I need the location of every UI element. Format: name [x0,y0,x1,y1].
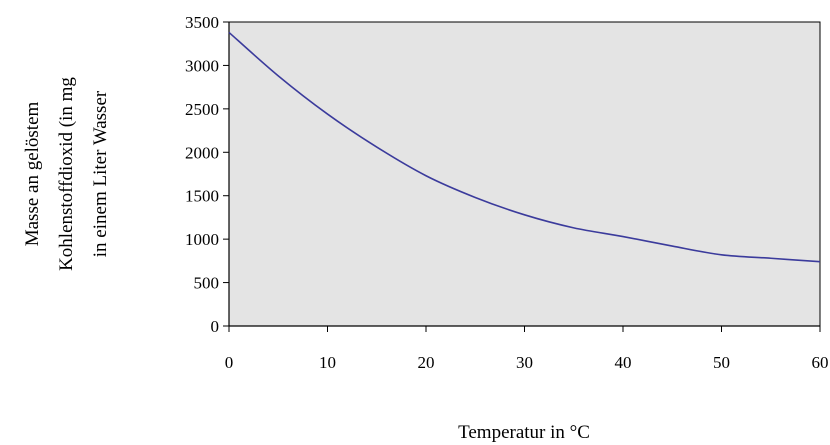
y-axis-title-line: in einem Liter Wasser [90,90,111,257]
y-axis-title-line: Kohlenstoffdioxid (in mg [56,77,77,271]
y-tick-label: 3000 [185,56,219,75]
x-tick-label: 60 [812,353,829,372]
series-line-co2 [228,31,821,263]
y-tick-label: 1000 [185,230,219,249]
x-axis-ticks: 0 10 20 30 40 50 60 [225,326,829,372]
y-axis-ticks: 0 500 1000 1500 2000 2500 3000 3500 [185,13,229,336]
y-tick-label: 500 [194,274,220,293]
y-tick-label: 2500 [185,100,219,119]
x-tick-label: 30 [516,353,533,372]
plot-area [228,21,821,327]
y-tick-label: 2000 [185,143,219,162]
x-tick-label: 20 [418,353,435,372]
y-axis-title: Masse an gelöstem Kohlenstoffdioxid (in m… [22,77,111,271]
x-tick-label: 40 [615,353,632,372]
x-axis-title: Temperatur in °C [458,422,590,443]
x-tick-label: 50 [713,353,730,372]
x-tick-label: 10 [319,353,336,372]
y-tick-label: 0 [211,317,220,336]
y-tick-label: 1500 [185,187,219,206]
y-tick-label: 3500 [185,13,219,32]
y-axis-title-line: Masse an gelöstem [22,101,43,246]
x-tick-label: 0 [225,353,234,372]
